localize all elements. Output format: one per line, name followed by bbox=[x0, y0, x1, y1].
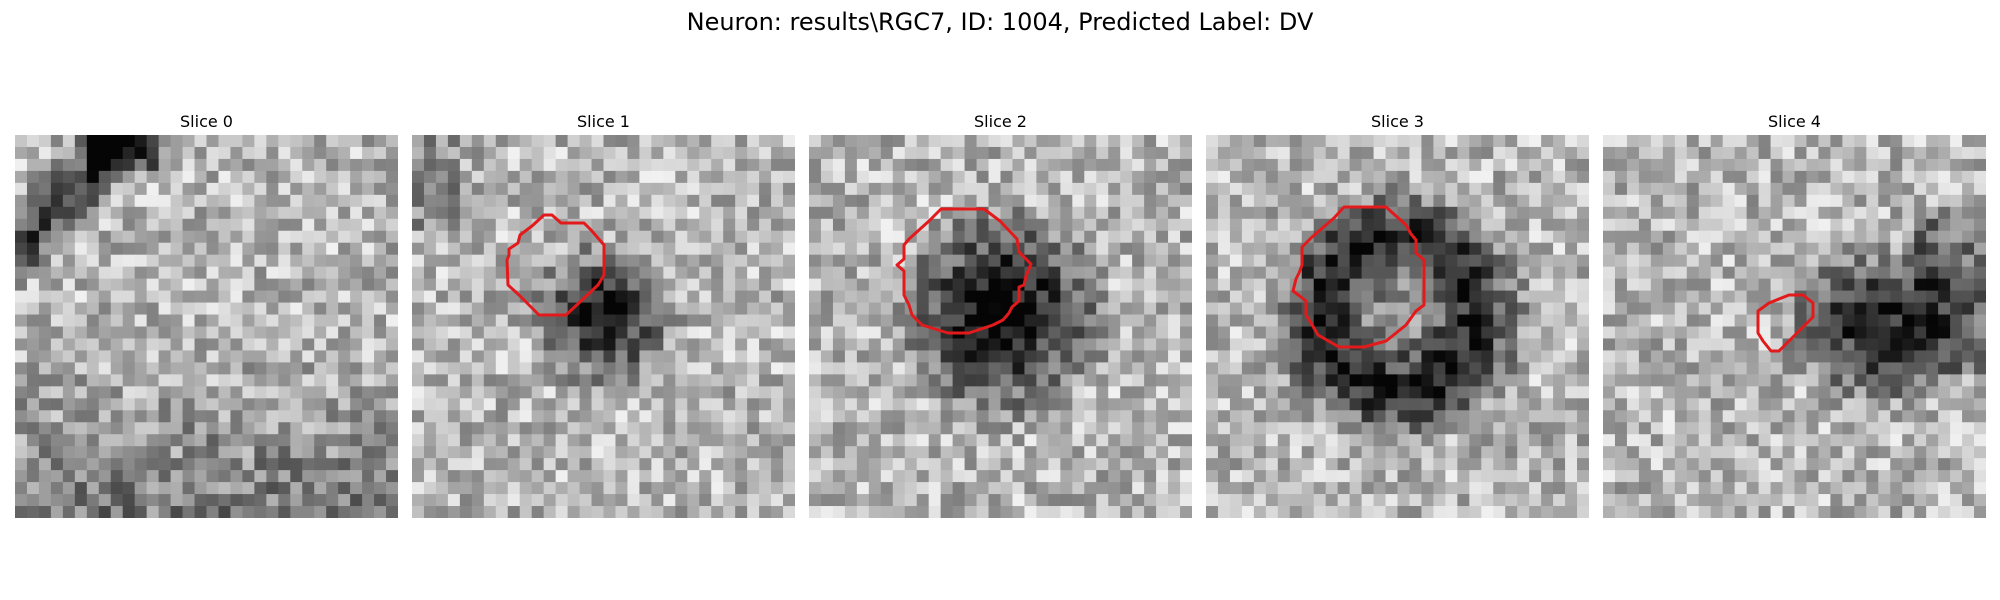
slice-panel-4: Slice 4 bbox=[1603, 111, 1986, 518]
slice-panel-3: Slice 3 bbox=[1206, 111, 1589, 518]
segmentation-contour bbox=[505, 213, 606, 317]
slice-image bbox=[809, 135, 1192, 518]
segmentation-contour bbox=[895, 207, 1033, 335]
pixel-grid bbox=[1206, 135, 1589, 518]
pixel-grid bbox=[15, 135, 398, 518]
slice-title: Slice 3 bbox=[1371, 112, 1424, 131]
slice-image bbox=[1206, 135, 1589, 518]
figure-title: Neuron: results\RGC7, ID: 1004, Predicte… bbox=[686, 8, 1314, 36]
slice-image bbox=[15, 135, 398, 518]
slice-panel-2: Slice 2 bbox=[809, 111, 1192, 518]
segmentation-contour bbox=[1291, 205, 1426, 349]
pixel-grid bbox=[1603, 135, 1986, 518]
slice-panel-0: Slice 0 bbox=[15, 111, 398, 518]
slice-title: Slice 1 bbox=[577, 112, 630, 131]
slice-image bbox=[1603, 135, 1986, 518]
slice-panel-1: Slice 1 bbox=[412, 111, 795, 518]
segmentation-contour bbox=[1756, 293, 1815, 353]
slice-title: Slice 4 bbox=[1768, 112, 1821, 131]
slice-image bbox=[412, 135, 795, 518]
pixel-grid bbox=[412, 135, 795, 518]
slice-title: Slice 2 bbox=[974, 112, 1027, 131]
pixel-grid bbox=[809, 135, 1192, 518]
slice-title: Slice 0 bbox=[180, 112, 233, 131]
